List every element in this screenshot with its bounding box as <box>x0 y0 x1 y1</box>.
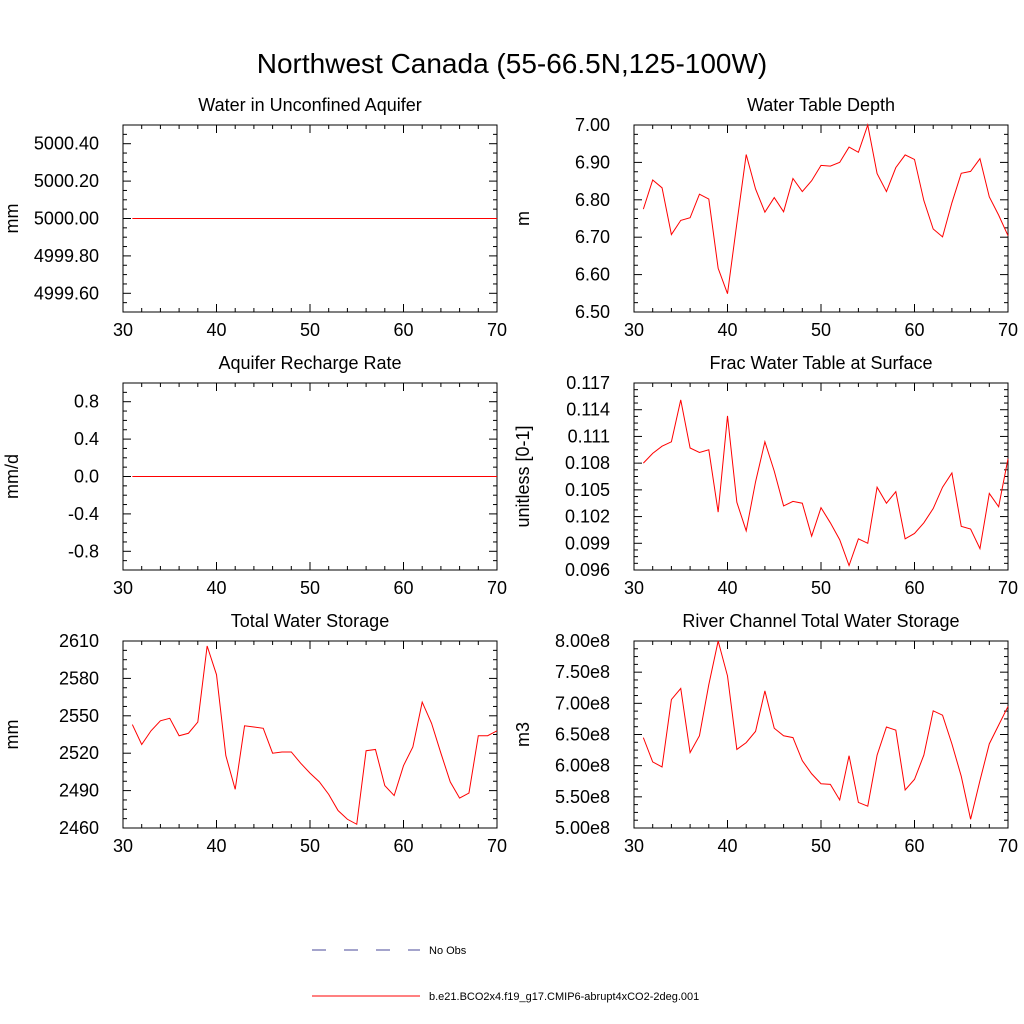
x-tick-label: 40 <box>206 578 226 598</box>
y-tick-label: 2460 <box>59 818 99 838</box>
legend-obs-label: No Obs <box>429 945 467 957</box>
x-tick-label: 70 <box>998 578 1018 598</box>
figure-title: Northwest Canada (55-66.5N,125-100W) <box>257 48 767 79</box>
panel-6: River Channel Total Water Storage m3 30 40 5… <box>513 611 1018 856</box>
y-tick-label: 5000.40 <box>34 134 99 154</box>
x-tick-label: 30 <box>113 836 133 856</box>
y-tick-label: 6.80 <box>575 190 610 210</box>
x-tick-label: 60 <box>904 320 924 340</box>
plot-frame <box>633 640 1009 829</box>
y-axis-label: mm/d <box>2 454 22 499</box>
y-tick-label: 6.60 <box>575 265 610 285</box>
x-tick-label: 60 <box>904 836 924 856</box>
legend-model-label: b.e21.BCO2x4.f19_g17.CMIP6-abrupt4xCO2-2… <box>429 991 699 1003</box>
legend: No Obs b.e21.BCO2x4.f19_g17.CMIP6-abrupt… <box>312 945 699 1003</box>
x-tick-label: 60 <box>393 836 413 856</box>
y-tick-label: 7.50e8 <box>555 662 610 682</box>
y-tick-label: 6.70 <box>575 227 610 247</box>
y-tick-label: 6.50 <box>575 302 610 322</box>
y-tick-label: 7.00 <box>575 115 610 135</box>
y-tick-label: 2490 <box>59 781 99 801</box>
x-tick-label: 40 <box>717 578 737 598</box>
y-tick-label: 0.4 <box>74 429 99 449</box>
series-line <box>642 640 1009 820</box>
series-line <box>131 645 498 826</box>
plot-frame <box>633 124 1009 313</box>
panel-4: Frac Water Table at Surface unitless [0-1… <box>513 353 1018 598</box>
y-axis-label: m3 <box>513 722 533 747</box>
x-tick-label: 40 <box>206 836 226 856</box>
y-tick-label: 0.099 <box>565 533 610 553</box>
x-tick-label: 70 <box>998 836 1018 856</box>
x-tick-label: 30 <box>624 320 644 340</box>
y-axis-label: mm <box>2 720 22 750</box>
x-tick-label: 50 <box>811 836 831 856</box>
plot-frame <box>122 640 498 829</box>
x-tick-label: 50 <box>811 320 831 340</box>
panel-title: River Channel Total Water Storage <box>682 611 959 631</box>
panel-3: Aquifer Recharge Rate mm/d 30 40 50 60 70 -0.8 -… <box>2 353 507 598</box>
y-tick-label: 6.50e8 <box>555 725 610 745</box>
panel-title: Aquifer Recharge Rate <box>218 353 401 373</box>
panel-title: Total Water Storage <box>231 611 389 631</box>
y-tick-label: 5000.00 <box>34 209 99 229</box>
panel-2: Water Table Depth m 30 40 50 60 70 6.50 6.60 6.70… <box>513 95 1018 340</box>
x-tick-label: 50 <box>300 320 320 340</box>
plot-frame <box>633 382 1009 571</box>
y-tick-label: 0.096 <box>565 560 610 580</box>
y-axis-label: unitless [0-1] <box>513 425 533 527</box>
y-tick-label: 7.00e8 <box>555 693 610 713</box>
y-tick-label: 8.00e8 <box>555 631 610 651</box>
panel-title: Water Table Depth <box>747 95 895 115</box>
y-tick-label: 4999.60 <box>34 283 99 303</box>
y-tick-label: 2580 <box>59 668 99 688</box>
x-tick-label: 50 <box>300 578 320 598</box>
x-tick-label: 50 <box>811 578 831 598</box>
x-tick-label: 60 <box>393 578 413 598</box>
y-tick-label: 0.114 <box>566 400 610 420</box>
x-tick-label: 40 <box>717 320 737 340</box>
y-tick-label: 5000.20 <box>34 171 99 191</box>
y-tick-label: -0.8 <box>68 541 99 561</box>
x-tick-label: 30 <box>624 578 644 598</box>
panel-1: Water in Unconfined Aquifer mm 30 40 50 60 70 4… <box>2 95 507 340</box>
x-tick-label: 40 <box>206 320 226 340</box>
series-line <box>642 123 1009 294</box>
panel-title: Water in Unconfined Aquifer <box>198 95 421 115</box>
y-tick-label: 6.90 <box>575 152 610 172</box>
x-tick-label: 30 <box>113 320 133 340</box>
y-tick-label: 0.117 <box>566 373 610 393</box>
y-tick-label: 0.105 <box>565 480 610 500</box>
x-tick-label: 70 <box>998 320 1018 340</box>
x-tick-label: 70 <box>487 578 507 598</box>
x-tick-label: 60 <box>393 320 413 340</box>
y-axis-label: mm <box>2 204 22 234</box>
y-axis-label: m <box>513 211 533 226</box>
y-tick-label: 2610 <box>59 631 99 651</box>
y-tick-label: -0.4 <box>68 504 99 524</box>
x-tick-label: 30 <box>113 578 133 598</box>
y-tick-label: 0.111 <box>568 426 610 446</box>
y-tick-label: 2520 <box>59 743 99 763</box>
y-tick-label: 5.50e8 <box>555 787 610 807</box>
y-tick-label: 5.00e8 <box>555 818 610 838</box>
series-line <box>642 399 1009 568</box>
panel-title: Frac Water Table at Surface <box>709 353 932 373</box>
panel-5: Total Water Storage mm 30 40 50 60 70 2460 2490 2… <box>2 611 507 856</box>
x-tick-label: 70 <box>487 320 507 340</box>
y-tick-label: 6.00e8 <box>555 756 610 776</box>
y-tick-label: 0.108 <box>565 453 610 473</box>
y-tick-label: 0.0 <box>74 467 99 487</box>
x-tick-label: 30 <box>624 836 644 856</box>
y-tick-label: 2550 <box>59 706 99 726</box>
y-tick-label: 0.8 <box>74 392 99 412</box>
x-tick-label: 70 <box>487 836 507 856</box>
y-tick-label: 4999.80 <box>34 246 99 266</box>
y-tick-label: 0.102 <box>565 507 610 527</box>
x-tick-label: 50 <box>300 836 320 856</box>
x-tick-label: 40 <box>717 836 737 856</box>
x-tick-label: 60 <box>904 578 924 598</box>
